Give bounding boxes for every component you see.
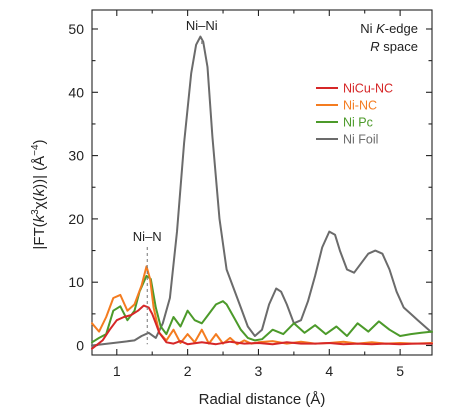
y-axis-title: |FT(k3χ(k))| (Å−4)	[30, 139, 48, 249]
series-line-ni-foil	[91, 35, 433, 347]
y-tick-label: 50	[68, 21, 84, 37]
series-line-ni-pc	[91, 274, 433, 344]
space-label: R space	[370, 39, 418, 54]
ni-n-label: Ni–N	[133, 229, 162, 244]
y-tick-label: 30	[68, 148, 84, 164]
x-tick-label: 1	[113, 363, 121, 379]
legend-label-ni-foil: Ni Foil	[343, 133, 378, 147]
y-tick-label: 0	[76, 338, 84, 354]
series-line-nicu-nc	[91, 304, 433, 350]
y-tick-label: 10	[68, 274, 84, 290]
ni-ni-label: Ni–Ni	[186, 18, 218, 33]
x-tick-label: 5	[396, 363, 404, 379]
x-tick-label: 4	[325, 363, 333, 379]
y-tick-label: 20	[68, 211, 84, 227]
y-tick-label: 40	[68, 84, 84, 100]
legend-label-nicu-nc: NiCu-NC	[343, 82, 393, 96]
plot-frame	[91, 9, 433, 356]
edge-label: Ni K-edge	[360, 21, 418, 36]
x-axis-title: Radial distance (Å)	[199, 391, 326, 408]
x-tick-label: 2	[184, 363, 192, 379]
legend-label-ni-nc: Ni-NC	[343, 99, 377, 113]
series-line-ni-nc	[91, 265, 433, 346]
legend-label-ni-pc: Ni Pc	[343, 116, 373, 130]
x-tick-label: 3	[255, 363, 263, 379]
